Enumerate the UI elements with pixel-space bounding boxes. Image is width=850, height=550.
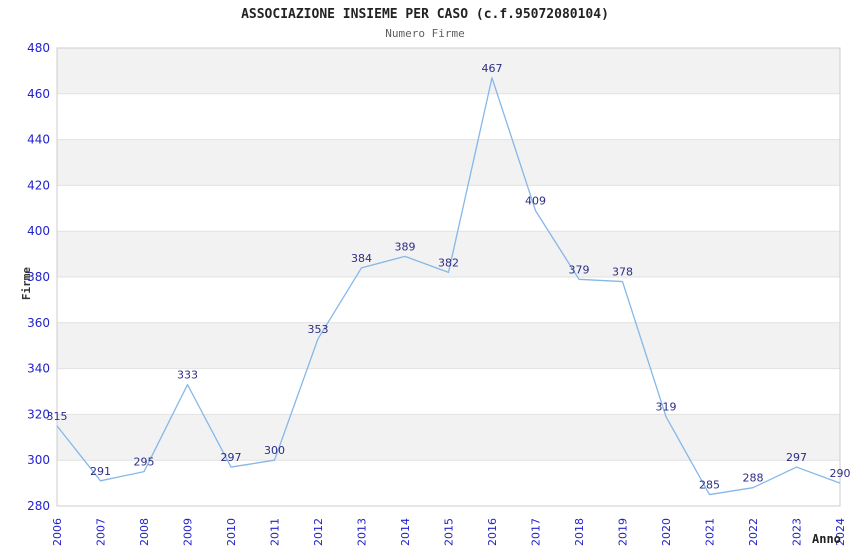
y-tick-label: 420 bbox=[27, 178, 50, 192]
y-tick-label: 480 bbox=[27, 41, 50, 55]
data-label: 319 bbox=[656, 401, 677, 414]
x-tick-label: 2019 bbox=[617, 518, 630, 546]
x-tick-label: 2011 bbox=[269, 518, 282, 546]
data-label: 389 bbox=[395, 240, 416, 253]
plot-band bbox=[57, 231, 840, 277]
data-label: 384 bbox=[351, 252, 372, 265]
y-tick-label: 280 bbox=[27, 499, 50, 513]
plot-band bbox=[57, 322, 840, 369]
y-tick-label: 440 bbox=[27, 133, 50, 147]
data-label: 409 bbox=[525, 195, 546, 208]
y-tick-label: 380 bbox=[27, 270, 50, 284]
x-tick-label: 2007 bbox=[95, 518, 108, 546]
x-tick-label: 2009 bbox=[182, 518, 195, 546]
x-tick-label: 2018 bbox=[573, 518, 586, 546]
plot-band bbox=[57, 414, 840, 461]
x-tick-label: 2016 bbox=[486, 518, 499, 546]
data-label: 295 bbox=[134, 456, 155, 469]
data-label: 353 bbox=[308, 323, 329, 336]
chart-subtitle: Numero Firme bbox=[385, 27, 465, 40]
y-tick-label: 360 bbox=[27, 316, 50, 330]
y-tick-label: 460 bbox=[27, 87, 50, 101]
x-axis-title: Anno bbox=[812, 532, 841, 546]
plot-band bbox=[57, 48, 840, 94]
x-tick-label: 2012 bbox=[312, 518, 325, 546]
y-axis-title: Firme bbox=[20, 266, 34, 301]
data-label: 297 bbox=[786, 451, 807, 464]
data-label: 333 bbox=[177, 369, 198, 382]
y-tick-label: 320 bbox=[27, 407, 50, 421]
x-tick-label: 2020 bbox=[660, 518, 673, 546]
data-label: 297 bbox=[221, 451, 242, 464]
data-label: 382 bbox=[438, 256, 459, 269]
plot-band bbox=[57, 139, 840, 186]
data-label: 300 bbox=[264, 444, 285, 457]
data-label: 285 bbox=[699, 479, 720, 492]
x-tick-label: 2021 bbox=[704, 518, 717, 546]
data-label: 379 bbox=[569, 263, 590, 276]
x-tick-label: 2023 bbox=[791, 518, 804, 546]
x-tick-label: 2013 bbox=[356, 518, 369, 546]
plot-border bbox=[56, 47, 841, 507]
chart-title: ASSOCIAZIONE INSIEME PER CASO (c.f.95072… bbox=[241, 7, 609, 22]
x-tick-label: 2022 bbox=[747, 518, 760, 546]
data-label: 467 bbox=[482, 62, 503, 75]
y-tick-label: 300 bbox=[27, 453, 50, 467]
x-tick-label: 2010 bbox=[225, 518, 238, 546]
data-label: 315 bbox=[47, 410, 68, 423]
x-tick-label: 2014 bbox=[399, 518, 412, 546]
data-label: 290 bbox=[830, 467, 850, 480]
data-label: 378 bbox=[612, 266, 633, 279]
x-tick-label: 2015 bbox=[443, 518, 456, 546]
x-tick-label: 2008 bbox=[138, 518, 151, 546]
x-tick-label: 2017 bbox=[530, 518, 543, 546]
data-label: 291 bbox=[90, 465, 111, 478]
y-tick-label: 340 bbox=[27, 362, 50, 376]
y-tick-label: 400 bbox=[27, 224, 50, 238]
data-label: 288 bbox=[743, 472, 764, 485]
data-line bbox=[56, 77, 841, 496]
x-tick-label: 2006 bbox=[51, 518, 64, 546]
x-tick-label: 2024 bbox=[834, 518, 847, 546]
